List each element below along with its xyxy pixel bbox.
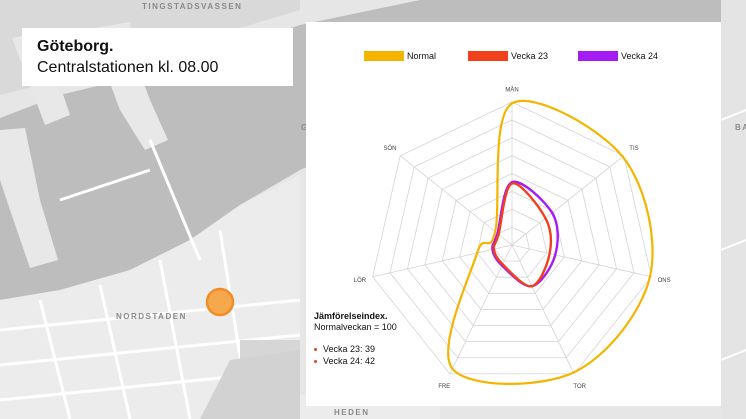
axis-spoke	[511, 244, 652, 278]
station-marker	[205, 287, 235, 317]
legend-label: Vecka 23	[511, 51, 548, 61]
grid-ring	[372, 101, 652, 375]
axis-label: FRE	[438, 384, 450, 390]
axis-label: MÅN	[505, 87, 518, 94]
legend-swatch	[468, 51, 508, 61]
axis-label: LÖR	[354, 277, 367, 284]
grid-ring	[424, 155, 600, 326]
bullet-icon	[314, 348, 317, 351]
map-label-heden: HEDEN	[334, 408, 370, 417]
axis-spoke	[372, 244, 513, 278]
legend-label: Normal	[407, 51, 436, 61]
axis-spoke	[399, 155, 513, 246]
legend-swatch	[364, 51, 404, 61]
legend-label: Vecka 24	[621, 51, 658, 61]
legend-swatch	[578, 51, 618, 61]
bullet-icon	[314, 360, 317, 363]
index-title: Jämförelseindex.	[314, 311, 388, 321]
grid-ring	[441, 173, 583, 310]
chart-panel: MÅN TIS ONS TOR FRE LÖR SÖN Normal Vecka 23 Vecka…	[306, 22, 721, 406]
series-line-normal	[447, 99, 654, 385]
radar-chart: MÅN TIS ONS TOR FRE LÖR SÖN Normal Vecka 23 Vecka…	[354, 51, 671, 390]
index-item-text: Vecka 23: 39	[323, 344, 376, 354]
city-title: Göteborg.	[37, 38, 114, 55]
index-item-text: Vecka 24: 42	[323, 356, 376, 366]
station-subtitle: Centralstationen kl. 08.00	[37, 59, 219, 76]
axis-spoke	[511, 244, 575, 375]
index-item: Vecka 23: 39	[314, 344, 397, 355]
map-label-nordstaden: NORDSTADEN	[116, 312, 187, 321]
comparison-index: Jämförelseindex. Normalveckan = 100 Veck…	[314, 311, 397, 368]
index-subtitle: Normalveckan = 100	[314, 322, 397, 332]
map-label-tingstadsvassen: TINGSTADSVASSEN	[142, 2, 243, 11]
title-card: Göteborg. Centralstationen kl. 08.00	[22, 28, 293, 86]
grid-ring	[407, 137, 617, 343]
axis-label: ONS	[658, 278, 671, 284]
axis-label: SÖN	[384, 145, 397, 152]
map-label-ba: BA	[735, 123, 746, 132]
grid-ring	[476, 208, 548, 278]
grid-ring	[389, 119, 635, 359]
axis-spoke	[511, 155, 625, 246]
axis-label: TIS	[629, 146, 638, 152]
map-label-g: G	[301, 123, 309, 132]
index-item: Vecka 24: 42	[314, 356, 397, 367]
series-line-vecka-23	[492, 182, 553, 288]
axis-label: TOR	[573, 384, 586, 390]
